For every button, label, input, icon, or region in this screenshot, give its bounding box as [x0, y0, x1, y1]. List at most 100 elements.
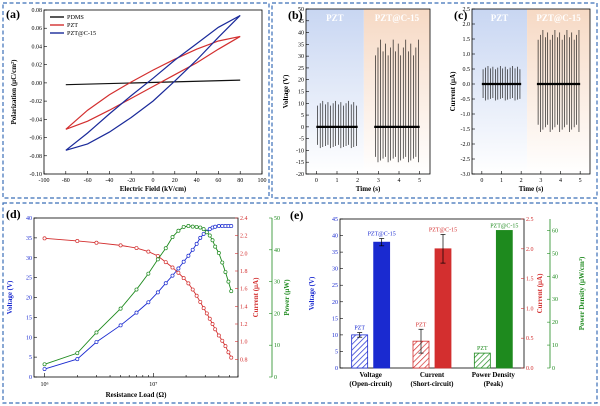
data-point-Current — [213, 327, 218, 332]
x-tick-label: 5 — [579, 178, 582, 184]
y-tick-label: 20 — [332, 300, 338, 306]
category-label: Current — [420, 371, 445, 379]
data-point-Power — [163, 246, 168, 251]
bar-PZT@C-15 — [495, 230, 513, 369]
segment-header: PZT@C-15 — [536, 13, 581, 23]
y-tick-label: 0.08 — [32, 8, 43, 14]
y-tick-label: 45 — [298, 19, 304, 25]
y-tick-label: -1.5 — [461, 127, 471, 133]
x-tick-label: 2 — [520, 178, 523, 184]
data-point-Current — [186, 281, 191, 286]
y-tick-label: 10 — [298, 101, 304, 107]
panel-label: (c) — [454, 8, 467, 22]
y-tick-label: 2.0 — [526, 247, 534, 253]
y-tick-label: 35 — [332, 250, 338, 256]
data-point-Power — [170, 235, 175, 240]
data-point-Voltage — [163, 281, 168, 286]
x-tick-label: 5 — [418, 178, 421, 184]
legend-entry: PDMS — [67, 14, 84, 21]
y-tick-label: 2.5 — [526, 217, 534, 223]
data-point-Current — [194, 293, 199, 298]
data-point-Current — [226, 350, 231, 355]
data-point-Power — [94, 330, 99, 335]
y-tick-label: 20 — [274, 311, 280, 317]
y-tick-label: -0.08 — [30, 154, 43, 160]
y-axis-label-1: Current (μA) — [536, 273, 544, 313]
x-axis-label: Time (s) — [356, 185, 381, 193]
y-tick-label: 50 — [274, 216, 280, 222]
data-point-Voltage — [155, 290, 160, 295]
legend-entry: PZT — [67, 22, 78, 29]
segment-background — [306, 9, 364, 174]
y-tick-label: 15 — [26, 315, 32, 321]
y-tick-label: 15 — [332, 316, 338, 322]
y-tick-label: 0.00 — [32, 81, 43, 87]
y-tick-label: 0 — [301, 125, 304, 131]
data-point-Voltage — [220, 223, 225, 228]
data-point-Power — [190, 224, 195, 229]
panel-frame-0 — [2, 2, 270, 199]
x-tick-label: 1 — [336, 178, 339, 184]
data-point-Voltage — [134, 310, 139, 315]
y-tick-label: -0.06 — [30, 136, 43, 142]
y-tick-label: 25 — [298, 66, 304, 72]
plot-frame — [33, 217, 239, 378]
data-point-Voltage — [146, 300, 151, 305]
x-tick-label: 0 — [152, 178, 155, 184]
category-label: (Open-circuit) — [349, 380, 392, 388]
y-tick-label: 2.0 — [463, 22, 471, 28]
y-tick-label: 50 — [298, 7, 304, 13]
data-point-Voltage — [181, 259, 186, 264]
panel-e: (e) 0 5 10 15 20 25 30 35 40 45 Voltage (V) 0.0 0.5 1.… — [290, 208, 586, 388]
data-point-Current — [190, 287, 195, 292]
data-point-Voltage — [229, 223, 234, 228]
x-tick-label: 0 — [480, 178, 483, 184]
y-tick-label: 10 — [274, 343, 280, 349]
data-point-Power — [134, 287, 139, 292]
panel-frame-1 — [271, 2, 598, 199]
y-axis-label: Polarization (μC/cm²) — [10, 59, 18, 125]
segment-header: PZT — [491, 13, 509, 23]
data-point-Current — [118, 243, 123, 248]
data-point-Current — [220, 338, 225, 343]
x-axis-label: Electric Field (kV/cm) — [120, 185, 187, 193]
bar-PZT — [473, 352, 491, 369]
y-tick-label: -1.0 — [461, 112, 471, 118]
data-point-Power — [118, 306, 123, 311]
data-point-Voltage — [213, 224, 218, 229]
x-tick-label: 4 — [559, 178, 562, 184]
data-point-Power — [42, 362, 47, 367]
plot-frame — [339, 218, 525, 369]
bar-PZT@C-15 — [434, 248, 452, 369]
segment-background — [527, 9, 590, 174]
y-tick-label: -5 — [299, 137, 304, 143]
y-tick-label: 1.6 — [240, 287, 248, 293]
y-axis-label: Voltage (V) — [282, 74, 290, 108]
bar-PZT@C-15 — [373, 241, 391, 369]
y-tick-label: 0.5 — [526, 336, 534, 342]
data-point-Power — [207, 233, 212, 238]
data-point-Power — [226, 279, 231, 284]
y-tick-label: 2.0 — [240, 251, 248, 257]
y-tick-label: 20 — [552, 320, 558, 326]
y-tick-label: 40 — [26, 216, 32, 222]
y-tick-label: 35 — [298, 42, 304, 48]
y-tick-label: -2.0 — [461, 142, 471, 148]
category-label: Power Density — [472, 371, 516, 379]
category-label: Voltage — [360, 371, 382, 379]
x-tick-label: 3 — [377, 178, 380, 184]
data-point-Power — [213, 244, 218, 249]
bar-label: PZT — [416, 322, 427, 328]
data-point-Voltage — [194, 241, 199, 246]
data-point-Power — [223, 270, 228, 275]
data-point-Power — [194, 224, 199, 229]
panel-label: (e) — [290, 208, 303, 222]
y-tick-label: -0.5 — [461, 97, 471, 103]
y-tick-label: -20 — [296, 172, 304, 178]
segment-header: PZT@C-15 — [375, 13, 420, 23]
y-axis-label-2: Power Density (μW/cm³) — [578, 256, 586, 330]
y-tick-label: -0.04 — [30, 117, 43, 123]
data-point-Power — [181, 224, 186, 229]
data-point-Current — [75, 239, 80, 243]
